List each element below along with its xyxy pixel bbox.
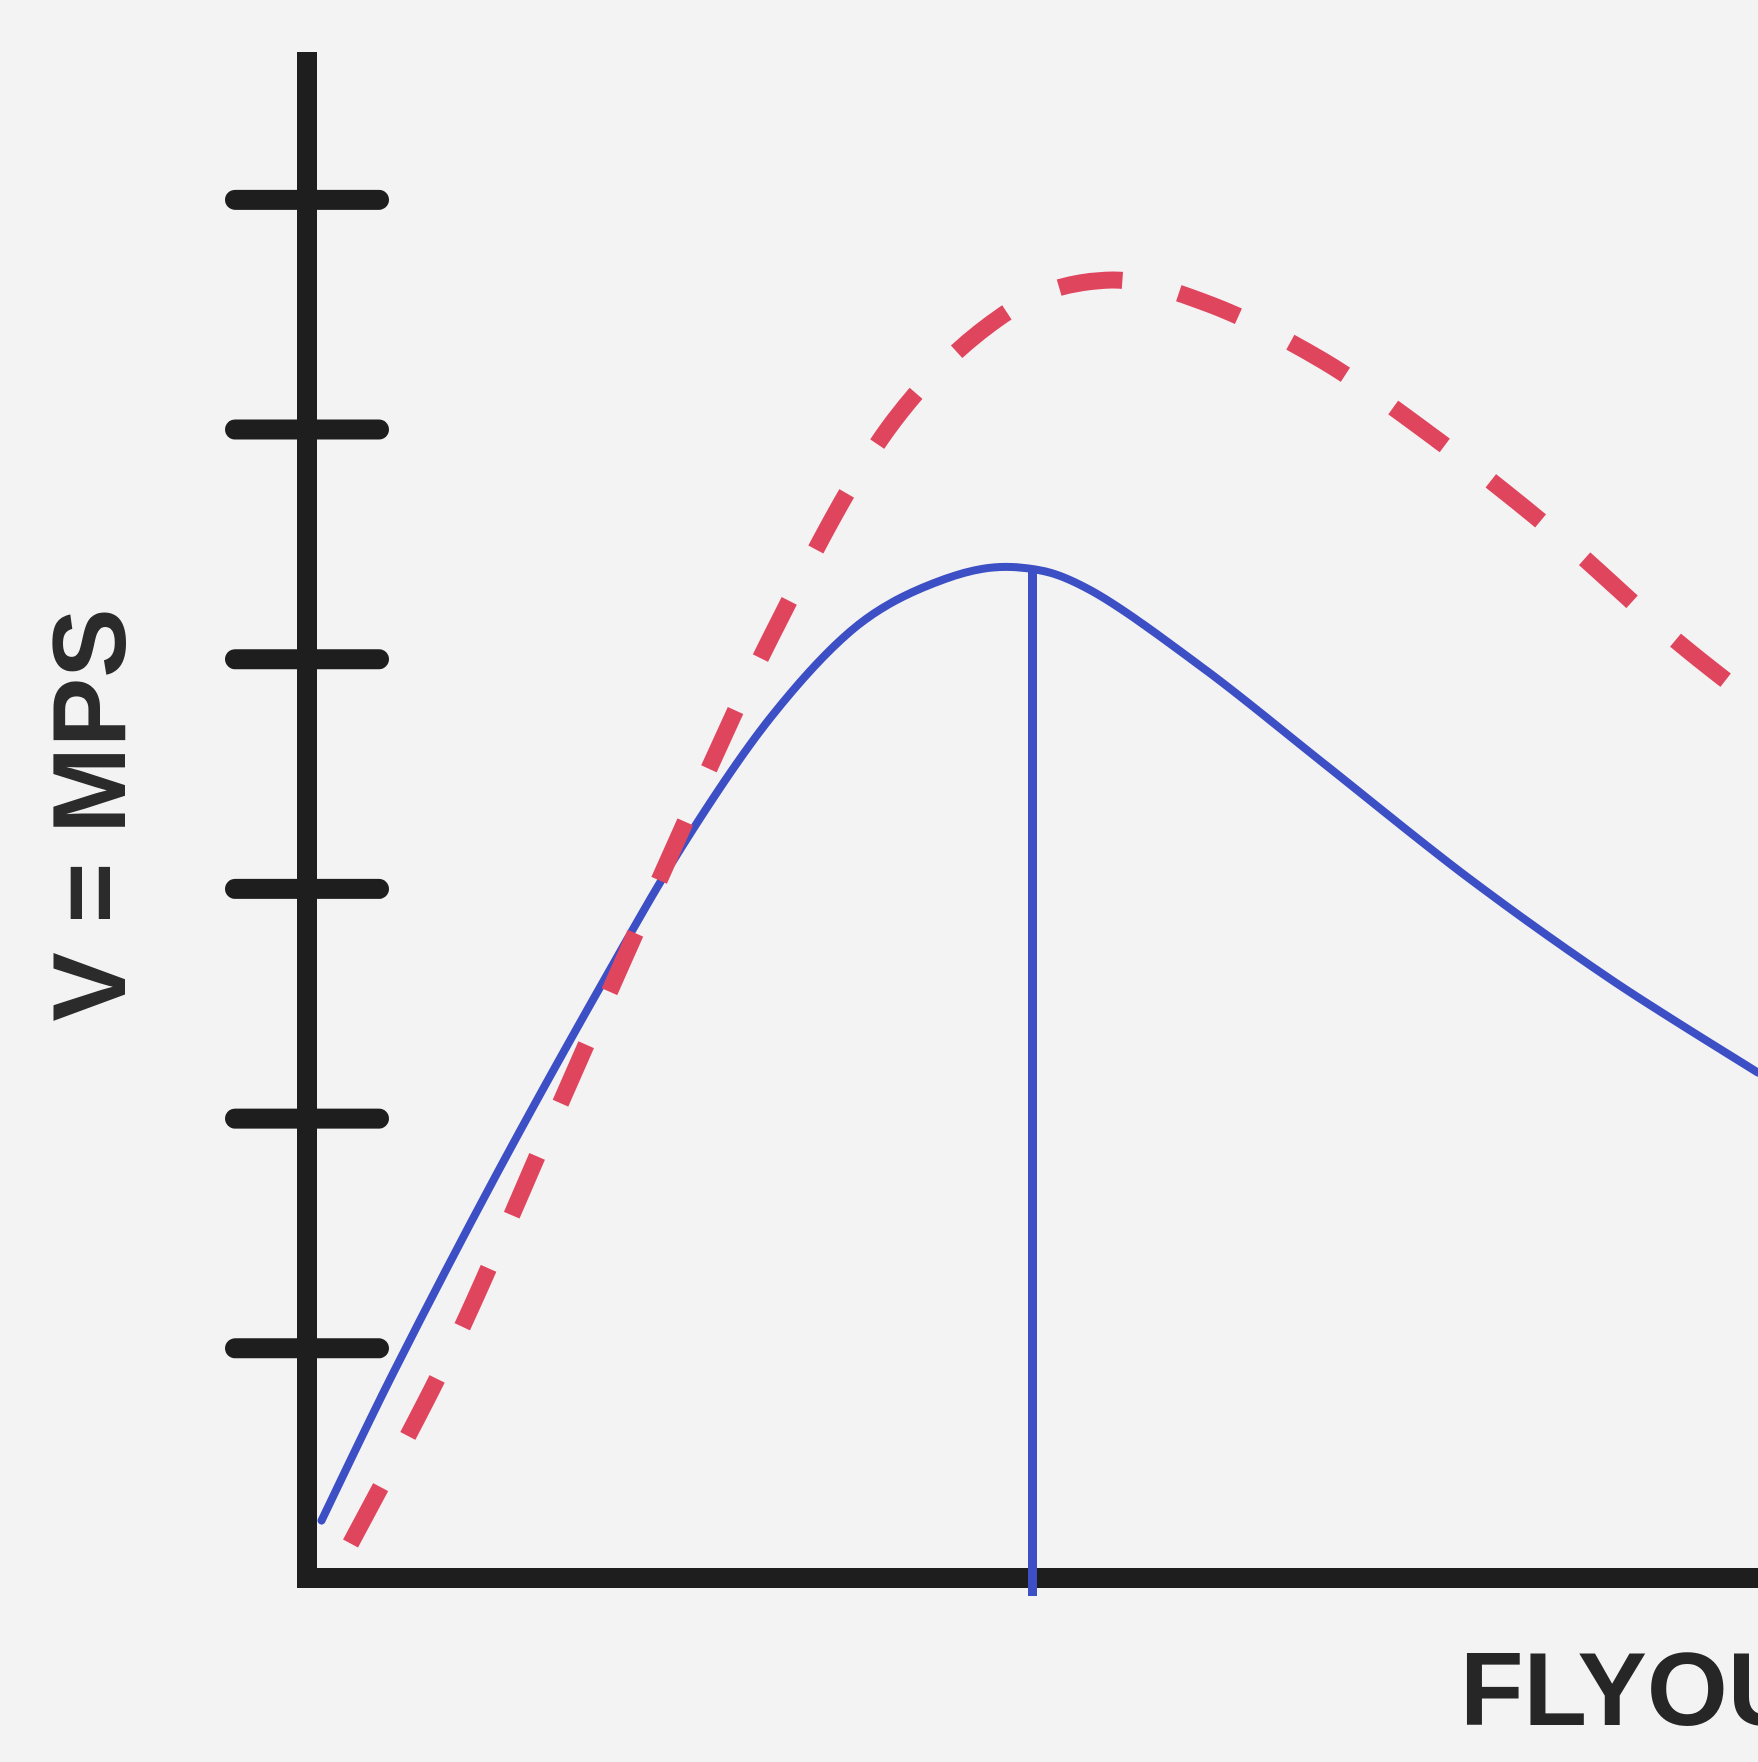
y-axis-label: V = MPS [32, 608, 148, 1021]
axes [297, 52, 1758, 1588]
x-axis-label: FLYOU [1460, 1632, 1758, 1748]
y-ticks [225, 189, 389, 1359]
series-layer [317, 271, 1758, 1548]
series-line-dashed [342, 271, 1758, 1548]
series-line-solid [317, 562, 1758, 1525]
